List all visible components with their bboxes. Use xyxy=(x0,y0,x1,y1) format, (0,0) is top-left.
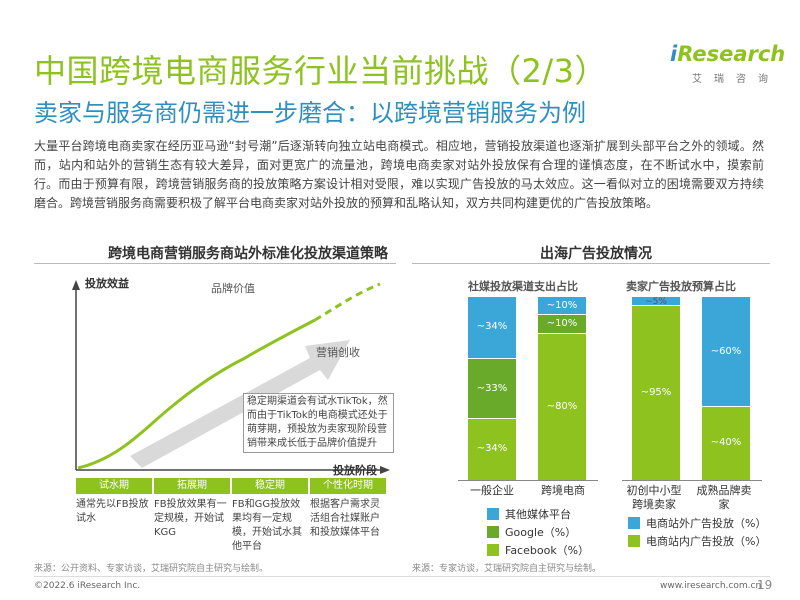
bar-segment: ~5% xyxy=(632,297,680,307)
bar-segment: ~40% xyxy=(702,407,750,480)
legend-swatch xyxy=(487,526,499,538)
left-section-title: 跨境电商营销服务商站外标准化投放渠道策略 xyxy=(108,246,388,262)
bar-segment: ~10% xyxy=(538,315,586,333)
legend-facebook: Facebook（%） xyxy=(487,542,589,558)
left-divider xyxy=(34,263,396,264)
stage-personalized: 个性化时期 xyxy=(310,478,386,494)
legend-offsite-ads: 电商站外广告投放（%） xyxy=(628,515,766,531)
y-axis-arrow xyxy=(72,280,80,290)
chart1-category: 一般企业 xyxy=(470,484,514,497)
legend-swatch xyxy=(487,508,499,520)
right-divider xyxy=(412,263,770,264)
legend-swatch xyxy=(628,535,640,547)
stage-stable: 稳定期 xyxy=(232,478,308,494)
stage-personalized-desc: 根据客户需求灵活组合社媒账户和投放媒体平台 xyxy=(310,499,380,538)
page-title: 中国跨境电商服务行业当前挑战（2/3） xyxy=(34,52,608,90)
logo-cn: 艾瑞咨询 xyxy=(692,74,780,85)
legend-swatch xyxy=(487,544,499,556)
y-axis-label: 投放效益 xyxy=(85,277,129,290)
chart1-area: ~34% ~33% ~34% ~80% ~10% ~10% xyxy=(458,296,598,480)
chart1-title: 社媒投放渠道支出占比 xyxy=(468,280,578,293)
legend-onsite-ads: 电商站内广告投放（%） xyxy=(628,533,766,549)
chart1-baseline xyxy=(458,480,598,481)
strategy-note: 稳定期渠道会有试水TikTok，然而由于TikTok的电商模式还处于萌芽期，预投… xyxy=(243,393,394,453)
marketing-revenue-label: 营销创收 xyxy=(316,346,360,359)
legend-swatch xyxy=(628,517,640,529)
stage-expansion: 拓展期 xyxy=(154,478,230,494)
brand-value-label: 品牌价值 xyxy=(211,282,255,295)
stage-trial-desc: 通常先以FB投放试水 xyxy=(76,499,149,524)
bar-segment: ~60% xyxy=(702,297,750,407)
stage-stable-desc: FB和GG投放效果均有一定规模，开始试水其他平台 xyxy=(232,499,302,552)
chart2-title: 卖家广告投放预算占比 xyxy=(626,280,736,293)
legend-google: Google（%） xyxy=(487,524,576,540)
footer-divider xyxy=(34,576,770,577)
logo-wordmark: iResearch xyxy=(670,42,786,66)
stage-expansion-desc: FB投放效果有一定规模，开始试KGG xyxy=(154,499,227,538)
bar-segment: ~10% xyxy=(538,297,586,315)
intro-paragraph: 大量平台跨境电商卖家在经历亚马逊“封号潮”后逐渐转向独立站电商模式。相应地，营销… xyxy=(34,139,764,210)
footer-copyright: ©2022.6 iResearch Inc. xyxy=(34,581,141,591)
bar-segment: ~34% xyxy=(468,419,516,480)
growth-curve xyxy=(77,318,316,470)
left-source: 来源：公开资料、专家访谈，艾瑞研究院自主研究与绘制。 xyxy=(34,564,269,574)
right-section-title: 出海广告投放情况 xyxy=(540,246,652,262)
legend-other-platforms: 其他媒体平台 xyxy=(487,506,571,522)
right-source: 来源：专家访谈，艾瑞研究院自主研究与绘制。 xyxy=(412,564,602,574)
growth-curve-dashed xyxy=(314,282,381,322)
footer-url: www.iresearch.com.cn xyxy=(660,581,762,591)
stage-trial: 试水期 xyxy=(76,478,152,494)
growth-arrow xyxy=(130,340,350,468)
chart2-category: 成熟品牌卖家 xyxy=(696,484,752,511)
iresearch-logo: iResearch 艾瑞咨询 xyxy=(664,40,785,92)
chart1-category: 跨境电商 xyxy=(541,484,585,497)
bar-segment: ~95% xyxy=(632,306,680,480)
page-number: 19 xyxy=(757,578,773,592)
strategy-diagram xyxy=(72,280,390,474)
chart2-baseline xyxy=(622,480,762,481)
bar-segment: ~33% xyxy=(468,358,516,419)
x-axis-label: 投放阶段 xyxy=(333,464,377,477)
chart2-category: 初创中小型跨境卖家 xyxy=(626,484,682,511)
bar-segment: ~80% xyxy=(538,333,586,480)
chart2-area: ~95% ~5% ~40% ~60% xyxy=(622,296,762,480)
bar-segment: ~34% xyxy=(468,297,516,358)
page-subtitle: 卖家与服务商仍需进一步磨合：以跨境营销服务为例 xyxy=(34,99,586,127)
x-axis-arrow xyxy=(380,466,390,474)
